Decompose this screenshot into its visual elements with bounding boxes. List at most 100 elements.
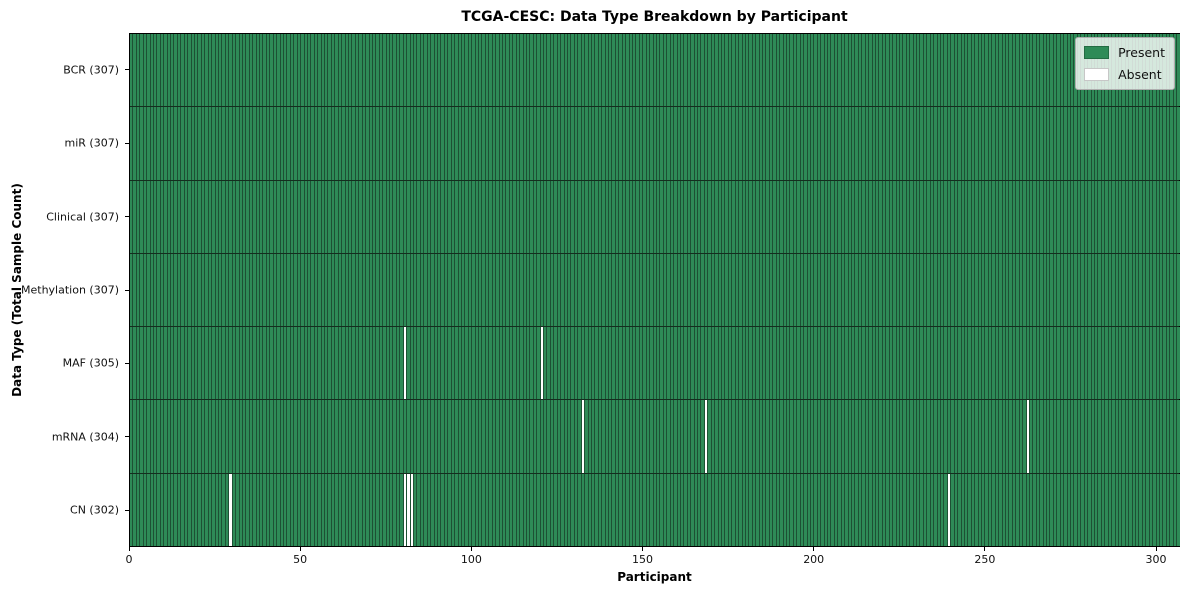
heatmap-cell-present (1015, 327, 1019, 400)
heatmap-cell-present (830, 473, 834, 546)
heatmap-cell-present (813, 180, 817, 253)
heatmap-cell-present (892, 107, 896, 180)
heatmap-cell-present (642, 180, 646, 253)
heatmap-cell-present (389, 253, 393, 327)
heatmap-cell-present (1042, 180, 1047, 253)
heatmap-cell-present (1070, 253, 1074, 327)
heatmap-cell-present (484, 180, 489, 253)
heatmap-cell-present (1158, 180, 1163, 253)
x-tick-mark (470, 547, 472, 551)
heatmap-cell-present (348, 400, 352, 473)
heatmap-cell-present (905, 400, 910, 473)
heatmap-cell-present (221, 180, 225, 253)
heatmap-cell-present (293, 400, 297, 473)
heatmap-cell-present (984, 400, 988, 473)
heatmap-cell-present (498, 327, 502, 400)
heatmap-cell-present (984, 34, 988, 107)
heatmap-cell-present (471, 327, 475, 400)
heatmap-cell-present (190, 327, 195, 400)
heatmap-cell-present (655, 107, 660, 180)
heatmap-cell-present (238, 180, 242, 253)
heatmap-cell-present (1032, 327, 1036, 400)
heatmap-cell-present (933, 34, 937, 107)
heatmap-cell-present (1148, 400, 1153, 473)
heatmap-cell-present (1018, 253, 1023, 327)
heatmap-cell-present (515, 473, 520, 546)
heatmap-cell-present (467, 34, 472, 107)
heatmap-cell-present (905, 473, 910, 546)
heatmap-cell-present (580, 253, 585, 327)
heatmap-cell-present (779, 253, 783, 327)
heatmap-cell-present (519, 473, 523, 546)
heatmap-cell-present (878, 253, 882, 327)
heatmap-cell-present (669, 327, 674, 400)
heatmap-cell-present (508, 34, 513, 107)
heatmap-cell-present (1176, 34, 1180, 107)
heatmap-cell-present (881, 327, 886, 400)
heatmap-cell-present (861, 400, 865, 473)
heatmap-cell-present (1063, 253, 1067, 327)
heatmap-cell-present (981, 107, 985, 180)
heatmap-cell-present (933, 327, 937, 400)
heatmap-cell-present (782, 107, 786, 180)
heatmap-cell-present (252, 400, 256, 473)
heatmap-cell-present (621, 34, 626, 107)
heatmap-cell-present (211, 253, 215, 327)
heatmap-cell-present (772, 400, 776, 473)
heatmap-cell-present (861, 327, 865, 400)
heatmap-cell-present (481, 34, 485, 107)
heatmap-cell-present (409, 34, 414, 107)
heatmap-cell-present (741, 400, 745, 473)
heatmap-cell-present (1114, 253, 1118, 327)
heatmap-cell-present (351, 107, 355, 180)
heatmap-cell-present (854, 107, 858, 180)
heatmap-cell-present (1107, 180, 1112, 253)
heatmap-cell-present (614, 180, 619, 253)
heatmap-cell-present (597, 107, 602, 180)
heatmap-cell-present (419, 400, 424, 473)
heatmap-cell-present (1039, 473, 1043, 546)
heatmap-cell-present (1093, 327, 1098, 400)
heatmap-cell-present (775, 180, 780, 253)
heatmap-cell-present (844, 34, 848, 107)
heatmap-cell-present (1162, 400, 1166, 473)
heatmap-cell-present (183, 253, 188, 327)
heatmap-cell-present (413, 180, 417, 253)
heatmap-cell-present (423, 180, 427, 253)
legend: Present Absent (1075, 37, 1175, 90)
heatmap-cell-present (194, 473, 198, 546)
heatmap-cell-present (194, 253, 198, 327)
heatmap-cell-present (200, 473, 205, 546)
heatmap-cell-present (276, 253, 280, 327)
heatmap-cell-present (539, 107, 544, 180)
heatmap-cell-present (1155, 107, 1159, 180)
heatmap-cell-present (655, 473, 660, 546)
heatmap-cell-present (827, 34, 831, 107)
heatmap-cell-present (799, 107, 804, 180)
heatmap-cell-present (731, 473, 735, 546)
heatmap-cell-present (498, 107, 502, 180)
heatmap-cell-present (724, 180, 728, 253)
heatmap-cell-present (649, 473, 653, 546)
heatmap-cell-present (686, 473, 691, 546)
heatmap-cell-present (300, 107, 304, 180)
heatmap-cell-present (385, 180, 390, 253)
heatmap-cell-present (563, 327, 567, 400)
heatmap-cell-present (926, 253, 930, 327)
heatmap-cell-present (289, 107, 294, 180)
heatmap-cell-present (1076, 400, 1081, 473)
heatmap-cell-present (265, 253, 270, 327)
heatmap-cell-present (1080, 400, 1084, 473)
heatmap-cell-present (577, 253, 581, 327)
heatmap-cell-present (204, 107, 208, 180)
heatmap-cell-present (146, 400, 150, 473)
heatmap-cell-present (337, 34, 342, 107)
heatmap-cell-present (221, 473, 225, 546)
heatmap-cell-present (1035, 107, 1040, 180)
heatmap-cell-present (1090, 180, 1094, 253)
heatmap-cell-present (1087, 253, 1091, 327)
heatmap-cell-present (1005, 473, 1009, 546)
heatmap-cell-present (957, 473, 961, 546)
heatmap-cell-present (1083, 253, 1088, 327)
heatmap-cell-present (163, 253, 167, 327)
